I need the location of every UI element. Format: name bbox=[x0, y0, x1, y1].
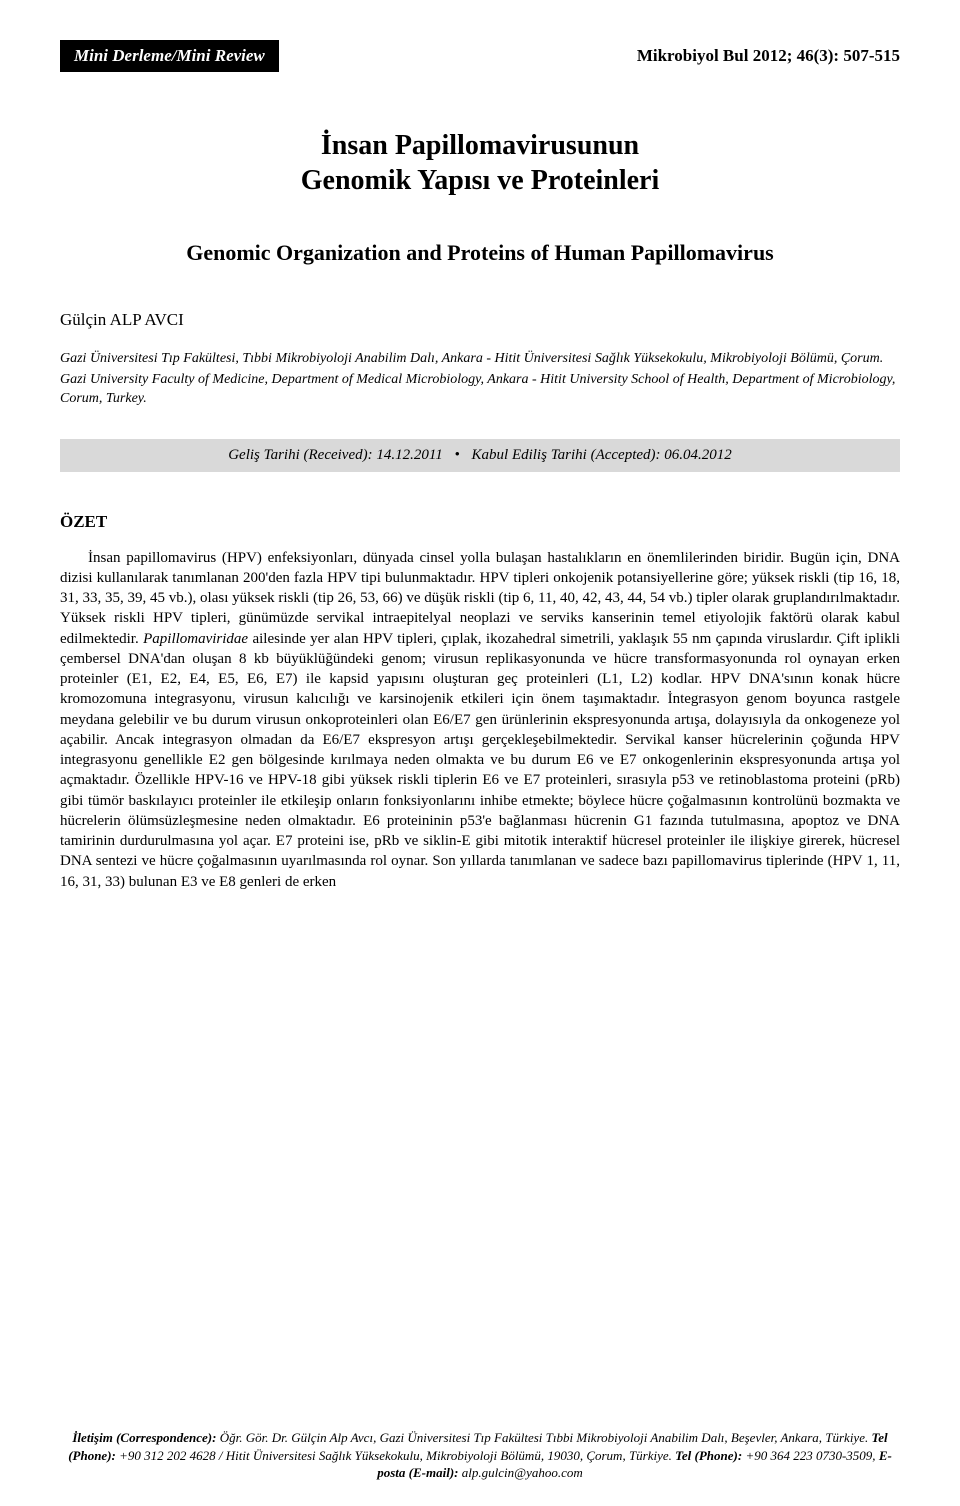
author-name: Gülçin ALP AVCI bbox=[60, 310, 900, 330]
phone-label-2: Tel (Phone): bbox=[675, 1448, 742, 1463]
affiliation-turkish: Gazi Üniversitesi Tıp Fakültesi, Tıbbi M… bbox=[60, 350, 900, 369]
received-date: Geliş Tarihi (Received): 14.12.2011 bbox=[228, 447, 443, 463]
abstract-italic-term: Papillomaviridae bbox=[143, 631, 248, 647]
article-title-english: Genomic Organization and Proteins of Hum… bbox=[60, 240, 900, 266]
phone-2: +90 364 223 0730-3509, bbox=[742, 1448, 879, 1463]
review-type-badge: Mini Derleme/Mini Review bbox=[60, 40, 279, 72]
abstract-body: İnsan papillomavirus (HPV) enfeksiyonlar… bbox=[60, 548, 900, 892]
journal-reference: Mikrobiyol Bul 2012; 46(3): 507-515 bbox=[637, 46, 900, 66]
email-value: alp.gulcin@yahoo.com bbox=[459, 1465, 583, 1480]
bullet-separator: • bbox=[455, 447, 460, 463]
header-row: Mini Derleme/Mini Review Mikrobiyol Bul … bbox=[60, 40, 900, 72]
correspondence-footer: İletişim (Correspondence): Öğr. Gör. Dr.… bbox=[60, 1429, 900, 1482]
correspondence-name: Öğr. Gör. Dr. Gülçin Alp Avcı, Gazi Üniv… bbox=[216, 1430, 871, 1445]
affiliation-english: Gazi University Faculty of Medicine, Dep… bbox=[60, 371, 900, 409]
abstract-text-post: ailesinde yer alan HPV tipleri, çıplak, … bbox=[60, 631, 900, 890]
accepted-date: Kabul Ediliş Tarihi (Accepted): 06.04.20… bbox=[472, 447, 732, 463]
article-title-turkish: İnsan Papillomavirusunun Genomik Yapısı … bbox=[60, 128, 900, 198]
title-tr-line2: Genomik Yapısı ve Proteinleri bbox=[301, 165, 660, 196]
title-tr-line1: İnsan Papillomavirusunun bbox=[321, 130, 639, 161]
phone-1: +90 312 202 4628 / Hitit Üniversitesi Sa… bbox=[116, 1448, 675, 1463]
dates-bar: Geliş Tarihi (Received): 14.12.2011 • Ka… bbox=[60, 439, 900, 472]
abstract-heading: ÖZET bbox=[60, 512, 900, 532]
correspondence-label: İletişim (Correspondence): bbox=[72, 1430, 216, 1445]
